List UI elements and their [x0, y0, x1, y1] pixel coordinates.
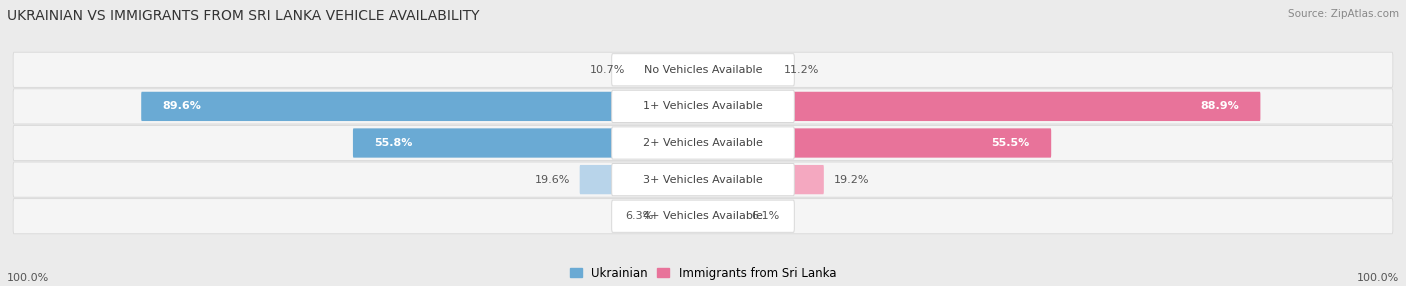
Text: 10.7%: 10.7% [591, 65, 626, 75]
FancyBboxPatch shape [13, 126, 1393, 160]
Text: No Vehicles Available: No Vehicles Available [644, 65, 762, 75]
Text: 100.0%: 100.0% [1357, 273, 1399, 283]
FancyBboxPatch shape [703, 55, 773, 84]
FancyBboxPatch shape [703, 202, 742, 231]
FancyBboxPatch shape [579, 165, 703, 194]
Text: 88.9%: 88.9% [1201, 102, 1239, 111]
FancyBboxPatch shape [703, 92, 1260, 121]
Text: 1+ Vehicles Available: 1+ Vehicles Available [643, 102, 763, 111]
Text: 6.1%: 6.1% [752, 211, 780, 221]
FancyBboxPatch shape [612, 54, 794, 86]
Text: 4+ Vehicles Available: 4+ Vehicles Available [643, 211, 763, 221]
FancyBboxPatch shape [703, 128, 1052, 158]
Legend: Ukrainian, Immigrants from Sri Lanka: Ukrainian, Immigrants from Sri Lanka [569, 267, 837, 280]
Text: 89.6%: 89.6% [163, 102, 201, 111]
FancyBboxPatch shape [13, 199, 1393, 234]
FancyBboxPatch shape [13, 162, 1393, 197]
FancyBboxPatch shape [353, 128, 703, 158]
FancyBboxPatch shape [13, 89, 1393, 124]
FancyBboxPatch shape [612, 90, 794, 122]
Text: 11.2%: 11.2% [783, 65, 818, 75]
Text: 100.0%: 100.0% [7, 273, 49, 283]
FancyBboxPatch shape [612, 127, 794, 159]
FancyBboxPatch shape [664, 202, 703, 231]
FancyBboxPatch shape [13, 52, 1393, 87]
Text: 3+ Vehicles Available: 3+ Vehicles Available [643, 175, 763, 184]
Text: 19.2%: 19.2% [834, 175, 869, 184]
FancyBboxPatch shape [141, 92, 703, 121]
Text: Source: ZipAtlas.com: Source: ZipAtlas.com [1288, 9, 1399, 19]
Text: UKRAINIAN VS IMMIGRANTS FROM SRI LANKA VEHICLE AVAILABILITY: UKRAINIAN VS IMMIGRANTS FROM SRI LANKA V… [7, 9, 479, 23]
Text: 6.3%: 6.3% [624, 211, 654, 221]
Text: 55.5%: 55.5% [991, 138, 1029, 148]
FancyBboxPatch shape [612, 164, 794, 196]
FancyBboxPatch shape [703, 165, 824, 194]
Text: 2+ Vehicles Available: 2+ Vehicles Available [643, 138, 763, 148]
Text: 19.6%: 19.6% [534, 175, 569, 184]
Text: 55.8%: 55.8% [374, 138, 413, 148]
FancyBboxPatch shape [636, 55, 703, 84]
FancyBboxPatch shape [612, 200, 794, 232]
